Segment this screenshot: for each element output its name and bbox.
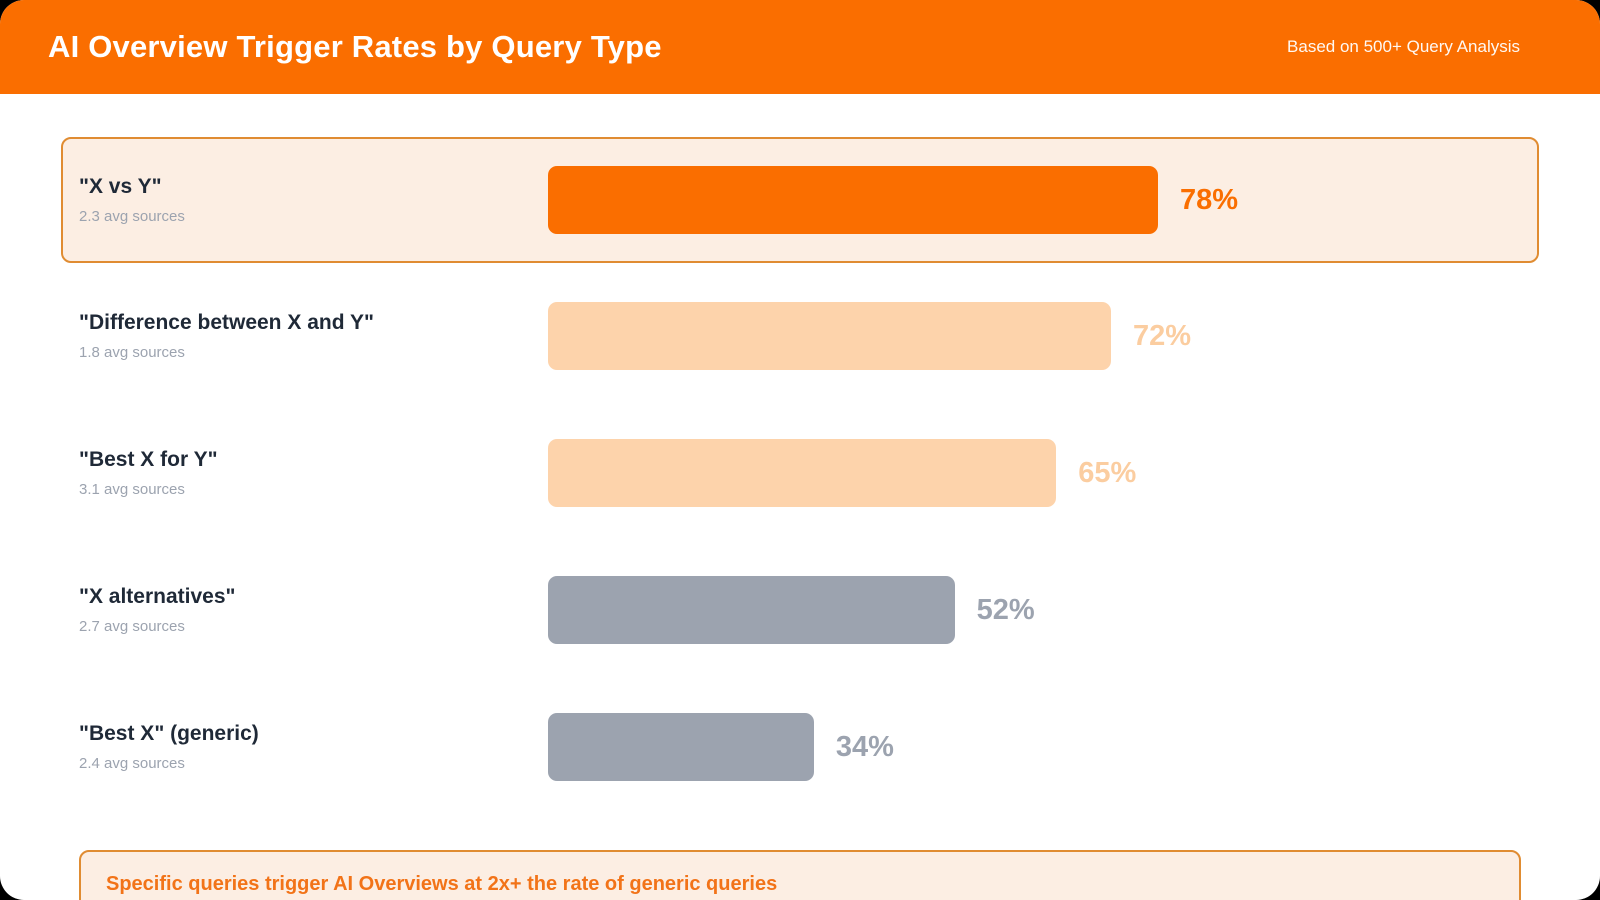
bar — [548, 302, 1112, 370]
bar-track: 65% — [548, 439, 1330, 507]
bar-track: 78% — [548, 166, 1330, 234]
insight-callout-text: Specific queries trigger AI Overviews at… — [106, 873, 778, 895]
row-labels: "X alternatives" 2.7 avg sources — [79, 585, 548, 635]
avg-sources-label: 1.8 avg sources — [79, 344, 185, 361]
header-subtitle: Based on 500+ Query Analysis — [1287, 37, 1520, 56]
row-labels: "Best X for Y" 3.1 avg sources — [79, 448, 548, 498]
header: AI Overview Trigger Rates by Query Type … — [0, 0, 1600, 94]
bar-track: 72% — [548, 302, 1330, 370]
bar — [548, 439, 1057, 507]
row-labels: "X vs Y" 2.3 avg sources — [79, 175, 548, 225]
chart-row: "Best X for Y" 3.1 avg sources 65% — [79, 439, 1521, 507]
avg-sources-label: 3.1 avg sources — [79, 481, 185, 498]
percentage-value: 65% — [1078, 456, 1137, 489]
chart-row: "Best X" (generic) 2.4 avg sources 34% — [79, 713, 1521, 781]
query-type-label: "Best X" (generic) — [79, 722, 259, 745]
query-type-label: "Best X for Y" — [79, 448, 218, 471]
chart-row: "X alternatives" 2.7 avg sources 52% — [79, 576, 1521, 644]
chart-area: "X vs Y" 2.3 avg sources 78% "Difference… — [0, 94, 1600, 900]
percentage-value: 78% — [1179, 183, 1238, 216]
page-title: AI Overview Trigger Rates by Query Type — [48, 29, 662, 64]
bar-track: 52% — [548, 576, 1330, 644]
row-labels: "Best X" (generic) 2.4 avg sources — [79, 722, 548, 772]
chart-row: "Difference between X and Y" 1.8 avg sou… — [79, 302, 1521, 370]
avg-sources-label: 2.7 avg sources — [79, 618, 185, 635]
percentage-value: 72% — [1133, 319, 1192, 352]
avg-sources-label: 2.4 avg sources — [79, 755, 185, 772]
highlighted-row-box: "X vs Y" 2.3 avg sources 78% — [61, 137, 1539, 263]
insight-callout: Specific queries trigger AI Overviews at… — [79, 850, 1521, 900]
bar — [548, 166, 1158, 234]
bar — [548, 576, 955, 644]
bar-track: 34% — [548, 713, 1330, 781]
avg-sources-label: 2.3 avg sources — [79, 208, 185, 225]
chart-row: "X vs Y" 2.3 avg sources 78% — [79, 166, 1521, 234]
row-labels: "Difference between X and Y" 1.8 avg sou… — [79, 311, 548, 361]
query-type-label: "X vs Y" — [79, 175, 162, 198]
percentage-value: 52% — [976, 593, 1035, 626]
query-type-label: "X alternatives" — [79, 585, 236, 608]
bar — [548, 713, 814, 781]
query-type-label: "Difference between X and Y" — [79, 311, 374, 334]
percentage-value: 34% — [835, 730, 894, 763]
